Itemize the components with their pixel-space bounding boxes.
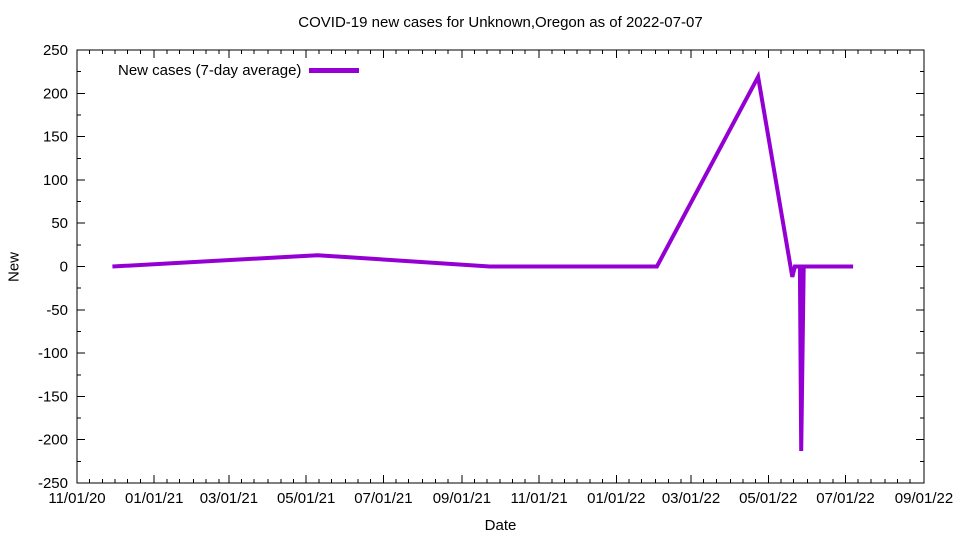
y-tick-label: 150 <box>43 129 68 146</box>
y-tick-label: -50 <box>46 302 68 319</box>
y-tick-label: 250 <box>43 42 68 59</box>
x-tick-label: 03/01/22 <box>662 490 720 507</box>
y-tick-label: 100 <box>43 172 68 189</box>
x-tick-label: 01/01/21 <box>125 490 183 507</box>
legend: New cases (7-day average) <box>118 62 360 79</box>
x-tick-label: 11/01/20 <box>48 490 105 507</box>
data-line <box>112 70 854 452</box>
plot-border <box>76 49 925 484</box>
x-tick-label: 03/01/21 <box>200 490 258 507</box>
legend-line-sample <box>309 68 360 73</box>
x-axis-label: Date <box>484 517 517 534</box>
y-tick-label: 200 <box>43 85 68 102</box>
y-tick-label: 0 <box>60 259 68 276</box>
y-tick-label: -100 <box>38 345 68 362</box>
x-tick-label: 05/01/21 <box>277 490 335 507</box>
y-tick-label: -150 <box>38 388 68 405</box>
x-tick-label: 07/01/22 <box>816 490 874 507</box>
y-tick-label: 50 <box>51 215 68 232</box>
chart-title: COVID-19 new cases for Unknown,Oregon as… <box>298 14 703 31</box>
legend-label: New cases (7-day average) <box>118 62 302 79</box>
x-tick-label: 05/01/22 <box>739 490 797 507</box>
x-tick-label: 07/01/21 <box>354 490 412 507</box>
x-tick-label: 11/01/21 <box>510 490 567 507</box>
y-tick-label: -250 <box>38 475 68 492</box>
y-tick-label: -200 <box>38 432 68 449</box>
x-tick-label: 09/01/22 <box>895 490 953 507</box>
x-tick-label: 09/01/21 <box>433 490 491 507</box>
x-tick-label: 01/01/22 <box>587 490 645 507</box>
